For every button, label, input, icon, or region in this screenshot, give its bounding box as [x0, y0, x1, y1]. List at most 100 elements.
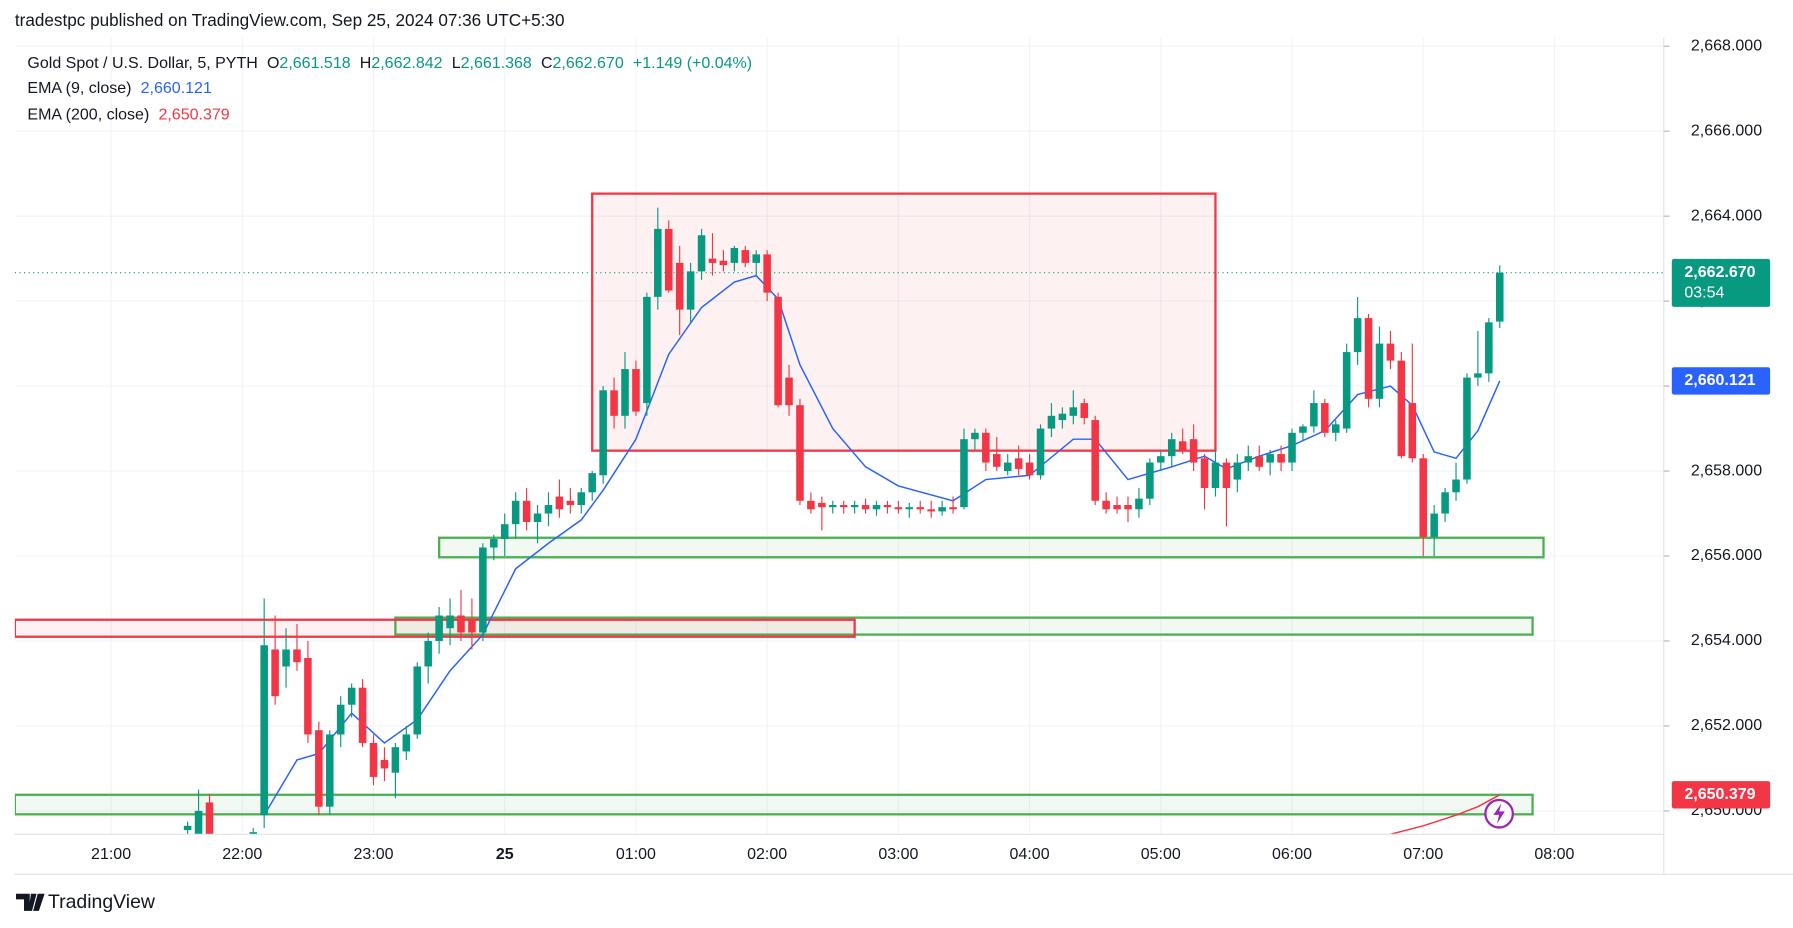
x-tick-label: 05:00	[1141, 846, 1181, 863]
x-tick-label: 25	[496, 846, 514, 863]
indicator-legend: EMA (9, close) 2,660.121	[27, 80, 212, 97]
candle-body	[424, 640, 432, 667]
candle-body	[1364, 318, 1373, 399]
ohlc-letter: H	[360, 55, 372, 72]
candle-body	[632, 369, 640, 412]
zone	[437, 536, 1545, 559]
candle-body	[1058, 413, 1067, 421]
last-price-box	[1671, 258, 1771, 307]
y-tick-label: 2,658.000	[1691, 462, 1762, 479]
candle-body	[872, 505, 881, 510]
candle-body	[1375, 343, 1384, 399]
candle-body	[1124, 505, 1132, 510]
candle-body	[1244, 456, 1253, 463]
indicator-price-label: 2,660.121	[1684, 372, 1755, 389]
symbol: Gold Spot / U.S. Dollar, 5, PYTH	[27, 55, 257, 72]
candle-body	[457, 615, 465, 633]
candle-body	[391, 747, 400, 773]
y-tick-label: 2,668.000	[1691, 37, 1762, 54]
candle-body	[938, 507, 946, 512]
x-tick-label: 04:00	[1010, 846, 1050, 863]
candle-body	[566, 500, 575, 506]
candle-body	[1189, 439, 1198, 463]
candle-body	[1255, 456, 1263, 467]
candle-body	[533, 513, 542, 523]
candle-body	[1233, 462, 1242, 480]
candle-body	[1113, 505, 1121, 510]
candle-body	[577, 492, 586, 506]
x-tick-label: 03:00	[878, 846, 918, 863]
candle-body	[1331, 424, 1340, 433]
candle-body	[708, 258, 717, 263]
candle-body	[763, 254, 771, 293]
candle-body	[610, 390, 618, 416]
candle-body	[260, 645, 268, 816]
candle-body	[336, 704, 345, 735]
candle-body	[621, 369, 629, 416]
candle-body	[1321, 403, 1329, 433]
indicator-legend: EMA (9, close) 2,660.121 EMA (200, close) 2…	[27, 80, 229, 123]
candle-body	[730, 248, 739, 263]
y-tick-label: 2,664.000	[1691, 207, 1762, 224]
candle-body	[315, 730, 323, 807]
candle-body	[796, 405, 804, 501]
candle-body	[511, 500, 520, 525]
candle-body	[413, 666, 422, 735]
candle-body	[1342, 352, 1351, 429]
candle-body	[850, 505, 859, 508]
candle-body	[894, 507, 903, 510]
candle-body	[916, 507, 925, 510]
ohlc-letter: O	[267, 55, 279, 72]
candle-body	[304, 657, 312, 735]
candle-body	[752, 254, 760, 263]
candle-body	[194, 810, 203, 835]
candle-body	[1299, 426, 1307, 433]
candle-body	[1178, 441, 1187, 450]
candle-body	[1452, 479, 1460, 493]
ohlc-value: 2,662.670	[553, 55, 624, 72]
candle-body	[293, 649, 301, 663]
candle-body	[1485, 322, 1493, 374]
candle-body	[446, 615, 454, 629]
y-tick-label: 2,656.000	[1691, 547, 1762, 564]
candle-body	[949, 507, 957, 510]
candle-body	[1135, 498, 1143, 510]
last-price-label: 2,662.670	[1684, 264, 1755, 281]
y-tick-label: 2,652.000	[1691, 717, 1762, 734]
ema-line	[1390, 794, 1501, 835]
x-tick-label: 02:00	[747, 846, 787, 863]
grid	[14, 37, 1664, 835]
x-tick-label: 08:00	[1534, 846, 1574, 863]
candle-body	[358, 687, 367, 743]
candle-body	[1069, 407, 1078, 416]
candle-body	[1474, 373, 1482, 378]
candle-body	[927, 509, 935, 512]
candle-body	[1211, 462, 1220, 489]
candle-body	[555, 496, 564, 510]
ohlc-value: 2,661.518	[279, 55, 350, 72]
indicator-value: 2,650.379	[158, 107, 229, 124]
ohlc-letter: L	[452, 55, 461, 72]
candle-body	[697, 235, 706, 272]
candle-body	[1003, 462, 1012, 472]
candle-body	[1419, 458, 1427, 537]
candle-body	[1091, 420, 1099, 501]
candle-body	[1266, 454, 1274, 463]
candle-body	[500, 524, 509, 540]
candle-body	[1080, 403, 1089, 418]
candle-body	[839, 505, 848, 508]
ohlc-value: 2,662.842	[371, 55, 442, 72]
x-tick-label: 01:00	[616, 846, 656, 863]
change: +1.149 (+0.04%)	[633, 55, 752, 72]
x-tick-label: 06:00	[1272, 846, 1312, 863]
candle-body	[719, 260, 728, 266]
candle-body	[883, 505, 892, 508]
candle-body	[347, 687, 356, 705]
candle-body	[654, 228, 662, 297]
candle-body	[544, 505, 553, 514]
candle-body	[435, 615, 443, 641]
candle-body	[380, 759, 389, 769]
candle-body	[468, 619, 476, 633]
